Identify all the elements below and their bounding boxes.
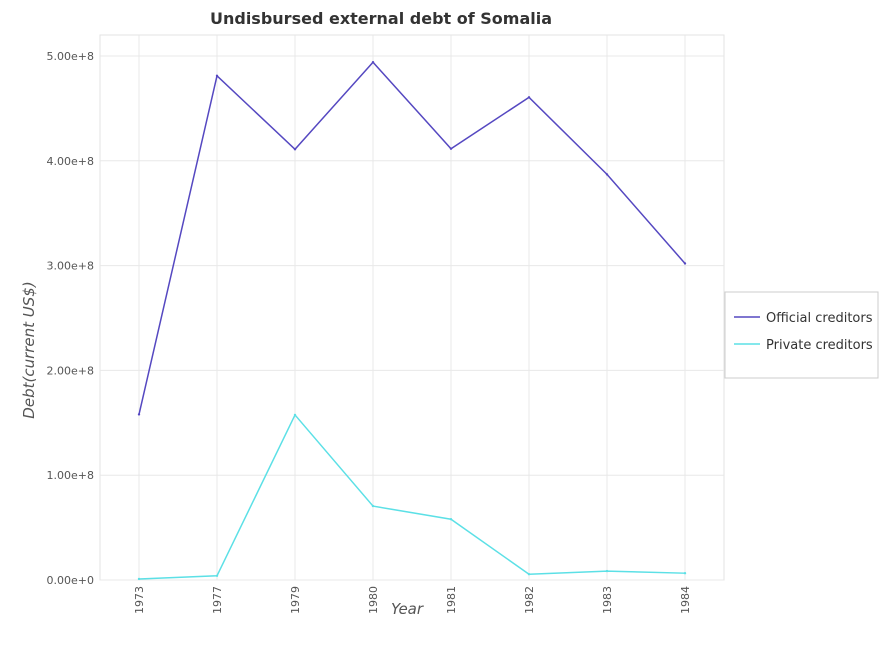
data-point-official-creditors bbox=[215, 74, 219, 78]
y-tick-label: 2.00e+8 bbox=[47, 364, 94, 377]
y-tick-label: 1.00e+8 bbox=[47, 469, 94, 482]
legend-box bbox=[724, 291, 879, 379]
x-tick-label: 1983 bbox=[601, 586, 614, 614]
x-tick-label: 1981 bbox=[445, 586, 458, 614]
data-point-private-creditors bbox=[371, 504, 375, 508]
data-point-official-creditors bbox=[293, 148, 297, 151]
x-tick-label: 1980 bbox=[367, 586, 380, 614]
x-tick-label: 1977 bbox=[211, 586, 224, 614]
data-point-private-creditors bbox=[683, 571, 687, 575]
series-line-private-creditors bbox=[138, 413, 686, 580]
y-tick-label: 5.00e+8 bbox=[47, 50, 94, 63]
legend: Official creditors Private creditors bbox=[724, 291, 879, 379]
x-ticks: 1973 1977 1979 1980 1981 1982 1983 1984 bbox=[133, 586, 692, 614]
data-point-official-creditors bbox=[371, 61, 375, 64]
series-layer bbox=[137, 61, 687, 581]
data-point-private-creditors bbox=[215, 574, 219, 578]
x-tick-label: 1984 bbox=[679, 586, 692, 614]
y-tick-label: 3.00e+8 bbox=[47, 260, 94, 273]
data-point-private-creditors bbox=[137, 577, 141, 581]
data-point-official-creditors bbox=[605, 173, 609, 176]
x-axis-label: Year bbox=[391, 600, 424, 618]
x-tick-label: 1979 bbox=[289, 586, 302, 614]
plot-area bbox=[99, 34, 725, 581]
series-line-official-creditors bbox=[138, 61, 686, 415]
data-point-official-creditors bbox=[683, 262, 687, 265]
x-tick-label: 1982 bbox=[523, 586, 536, 614]
data-point-official-creditors bbox=[137, 413, 141, 416]
data-point-private-creditors bbox=[293, 413, 297, 417]
data-point-official-creditors bbox=[449, 147, 453, 150]
y-tick-label: 0.00e+0 bbox=[47, 574, 94, 587]
data-point-private-creditors bbox=[449, 518, 453, 521]
data-point-private-creditors bbox=[527, 573, 531, 576]
y-axis-label: Debt(current US$) bbox=[20, 281, 38, 418]
grid-layer bbox=[99, 34, 725, 581]
x-tick-label: 1973 bbox=[133, 586, 146, 614]
y-ticks: 0.00e+0 1.00e+8 2.00e+8 3.00e+8 4.00e+8 5.00e… bbox=[47, 50, 94, 587]
legend-label-official-creditors: Official creditors bbox=[766, 311, 873, 326]
data-point-private-creditors bbox=[605, 569, 609, 573]
y-tick-label: 4.00e+8 bbox=[47, 155, 94, 168]
legend-label-private-creditors: Private creditors bbox=[766, 338, 873, 353]
data-point-official-creditors bbox=[527, 96, 531, 99]
chart-title: Undisbursed external debt of Somalia bbox=[210, 9, 552, 28]
